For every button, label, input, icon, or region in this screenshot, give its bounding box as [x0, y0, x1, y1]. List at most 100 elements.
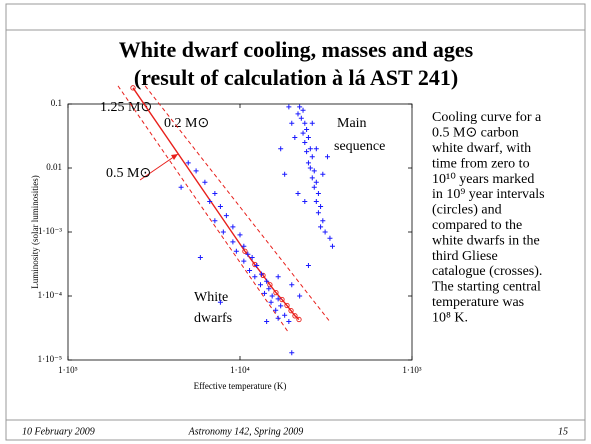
star-cross — [247, 268, 253, 274]
star-cross — [309, 154, 315, 160]
star-cross — [300, 130, 306, 136]
y-tick-label: 0.1 — [51, 98, 62, 108]
star-cross — [282, 312, 288, 318]
arrow-head — [171, 154, 178, 160]
star-cross — [252, 274, 258, 280]
time-marker — [273, 289, 279, 296]
title: White dwarf cooling, masses and ages — [119, 37, 474, 62]
star-cross — [318, 224, 324, 230]
star-cross — [286, 104, 292, 110]
title: (result of calculation à lá AST 241) — [134, 65, 458, 90]
star-cross — [300, 107, 306, 113]
star-cross — [286, 318, 292, 324]
star-cross — [258, 271, 264, 277]
star-cross — [302, 198, 308, 204]
star-cross — [289, 350, 295, 356]
star-cross — [275, 315, 281, 321]
y-tick-label: 1·10⁻⁴ — [38, 290, 62, 300]
star-cross — [305, 134, 311, 140]
time-marker — [292, 313, 298, 319]
y-tick-label: 1·10⁻³ — [38, 226, 62, 236]
star-cross — [322, 229, 328, 235]
star-cross — [307, 146, 313, 152]
star-cross — [318, 204, 324, 210]
star-cross — [269, 293, 275, 299]
arrow — [139, 153, 179, 181]
star-cross — [327, 235, 333, 241]
caption-line: compared to the — [432, 218, 522, 233]
star-cross — [207, 198, 213, 204]
star-cross — [305, 160, 311, 166]
star-cross — [320, 171, 326, 177]
star-cross — [311, 168, 317, 174]
caption-line: white dwarfs in the — [432, 233, 540, 248]
time-marker — [260, 272, 266, 279]
time-marker — [130, 85, 136, 91]
footer-date: 10 February 2009 — [22, 426, 95, 437]
star-cross — [302, 140, 308, 146]
caption-line: third Gliese — [432, 249, 498, 264]
star-cross — [241, 258, 247, 264]
star-cross — [289, 120, 295, 126]
time-marker — [242, 248, 248, 254]
star-cross — [278, 146, 284, 152]
star-cross — [202, 179, 208, 185]
star-cross — [223, 213, 229, 219]
curve — [117, 85, 289, 333]
star-cross — [264, 318, 270, 324]
footer-course: Astronomy 142, Spring 2009 — [188, 426, 304, 437]
star-cross — [212, 218, 218, 224]
curve — [144, 85, 331, 323]
time-marker — [296, 316, 302, 323]
annotation: sequence — [334, 139, 385, 154]
y-tick-label: 0.01 — [46, 162, 62, 172]
star-cross — [258, 282, 263, 288]
star-cross — [313, 179, 319, 185]
star-cross — [298, 115, 304, 121]
star-cross — [315, 210, 321, 216]
caption-line: in 10⁹ year intervals — [432, 187, 545, 202]
x-tick-label: 1·10⁴ — [230, 365, 250, 375]
caption-line: time from zero to — [432, 156, 530, 171]
star-cross — [304, 126, 310, 132]
star-cross — [233, 248, 239, 254]
star-cross — [212, 190, 218, 196]
time-marker — [284, 302, 290, 309]
star-cross — [320, 218, 326, 224]
star-cross — [309, 175, 315, 181]
star-cross — [273, 307, 279, 313]
star-cross — [311, 184, 317, 190]
caption-line: 10⁸ K. — [432, 310, 468, 325]
time-marker — [267, 282, 273, 288]
x-tick-label: 1·10³ — [402, 365, 421, 375]
star-cross — [266, 286, 272, 292]
star-cross — [241, 243, 247, 249]
star-cross — [178, 184, 184, 190]
star-cross — [324, 154, 330, 160]
star-cross — [329, 243, 335, 249]
star-cross — [197, 254, 203, 260]
star-cross — [309, 120, 315, 126]
star-cross — [217, 204, 223, 210]
annotation: White — [194, 290, 228, 305]
slide-frame — [5, 3, 586, 441]
star-cross — [295, 190, 301, 196]
annotation: 1.25 M⊙ — [100, 100, 152, 115]
y-tick-label: 1·10⁻⁵ — [38, 354, 62, 364]
star-cross — [315, 190, 321, 196]
star-cross — [275, 274, 281, 280]
star-cross — [282, 171, 288, 177]
star-cross — [237, 232, 243, 238]
star-cross — [262, 290, 268, 296]
star-cross — [249, 254, 255, 260]
star-cross — [220, 229, 226, 235]
star-cross — [268, 299, 274, 305]
star-cross — [305, 262, 311, 268]
star-cross — [185, 160, 191, 166]
star-cross — [313, 198, 319, 204]
star-cross — [292, 134, 298, 140]
star-cross — [217, 299, 223, 305]
footer-page: 15 — [558, 426, 568, 437]
time-marker — [288, 308, 294, 314]
star-cross — [313, 146, 319, 152]
